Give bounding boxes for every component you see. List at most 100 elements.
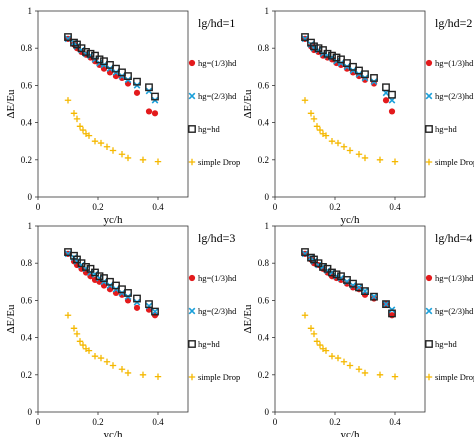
data-point [316, 341, 324, 349]
y-tick-label: 0.8 [21, 258, 33, 268]
y-tick-label: 0.6 [21, 295, 33, 305]
data-point [322, 132, 330, 139]
legend-entry: simple Drop [435, 157, 474, 167]
legend-entry: simple Drop [435, 372, 474, 382]
data-point [314, 44, 323, 53]
panel-title: lg/hd=2 [435, 16, 472, 30]
data-point [64, 33, 72, 41]
x-tick-label: 0.2 [92, 417, 103, 427]
legend-entry: hg=(1/3)hd [198, 273, 237, 283]
x-tick-label: 0.4 [152, 202, 164, 212]
x-tick-label: 0 [273, 202, 278, 212]
y-tick-label: 0.8 [258, 258, 270, 268]
plot-area [274, 225, 426, 413]
data-point [382, 300, 390, 308]
data-point [64, 97, 72, 104]
panel-title: lg/hd=1 [198, 16, 235, 30]
data-point [301, 97, 309, 104]
x-tick-label: 0 [36, 202, 41, 212]
legend-entry: hg=hd [198, 339, 221, 349]
legend-marker [188, 274, 196, 282]
legend-marker [188, 340, 196, 348]
y-tick-label: 0.2 [21, 370, 32, 380]
data-point [154, 373, 162, 380]
data-point [133, 77, 141, 86]
panel-title: lg/hd=3 [198, 231, 235, 245]
data-point [323, 49, 332, 58]
data-point [328, 268, 336, 277]
data-point [319, 263, 327, 271]
y-tick-label: 1 [28, 221, 33, 231]
data-point [91, 353, 99, 360]
y-axis-label: ΔE/Eu [5, 304, 17, 334]
x-tick-label: 0.2 [92, 202, 103, 212]
data-point [151, 92, 159, 101]
data-point [97, 139, 105, 147]
y-tick-label: 0 [265, 192, 270, 202]
data-point [334, 354, 342, 362]
chart-panel-3: 0 0.2 0.4 0.6 0.8 1 0 0.2 0.4 yc/h ΔE/Eu lg/hd=3 hg=… [5, 221, 240, 437]
x-axis-label: yc/h [341, 214, 360, 226]
data-point [310, 330, 318, 338]
data-point [145, 83, 153, 92]
y-tick-label: 1 [28, 6, 33, 16]
data-point [95, 55, 104, 64]
legend-entry: hg=hd [198, 124, 221, 134]
data-point [328, 51, 336, 60]
data-point [391, 158, 399, 165]
data-point [133, 304, 141, 311]
x-axis-label: yc/h [341, 429, 360, 437]
legend-marker [425, 274, 433, 282]
data-point [361, 154, 369, 162]
data-point [145, 108, 153, 115]
data-point [388, 312, 396, 319]
data-point [388, 90, 396, 99]
data-point [118, 74, 126, 82]
data-point [307, 325, 315, 332]
data-point [85, 347, 93, 354]
legend-entry: hg=hd [435, 339, 458, 349]
x-tick-label: 0.4 [389, 417, 401, 427]
data-point [124, 289, 132, 297]
data-point [376, 371, 384, 378]
data-point [95, 272, 104, 281]
data-point [109, 362, 117, 369]
data-point [382, 300, 390, 309]
data-point [316, 126, 324, 134]
legend-marker [425, 125, 433, 133]
data-point [307, 110, 315, 117]
data-point [376, 156, 384, 163]
data-point [118, 291, 126, 298]
data-point [97, 354, 105, 362]
data-point [109, 147, 117, 154]
data-point [139, 156, 147, 163]
data-point [340, 358, 348, 365]
data-point [118, 151, 126, 158]
series-plus [64, 97, 162, 165]
data-point [346, 362, 354, 369]
legend-marker [188, 125, 196, 133]
data-point [82, 263, 90, 271]
legend-entry: hg=(2/3)hd [198, 306, 237, 316]
y-tick-label: 0.6 [21, 80, 33, 90]
y-tick-label: 0.8 [21, 43, 33, 53]
legend-entry: hg=(1/3)hd [198, 58, 237, 68]
data-point [322, 347, 330, 354]
x-tick-label: 0 [273, 417, 278, 427]
data-point [370, 292, 378, 301]
y-tick-label: 0.4 [258, 333, 270, 343]
series-square [64, 248, 159, 316]
y-tick-label: 0.4 [258, 118, 270, 128]
data-point [103, 143, 111, 150]
legend-entry: simple Drop [198, 372, 240, 382]
data-point [103, 358, 111, 365]
legend-marker [425, 373, 433, 381]
x-axis-label: yc/h [104, 429, 123, 437]
y-tick-label: 0.2 [21, 155, 32, 165]
data-point [310, 115, 318, 123]
data-point [151, 110, 159, 117]
y-axis-label: ΔE/Eu [242, 304, 254, 334]
data-point [334, 139, 342, 147]
data-point [70, 325, 78, 332]
legend-marker [425, 158, 433, 166]
